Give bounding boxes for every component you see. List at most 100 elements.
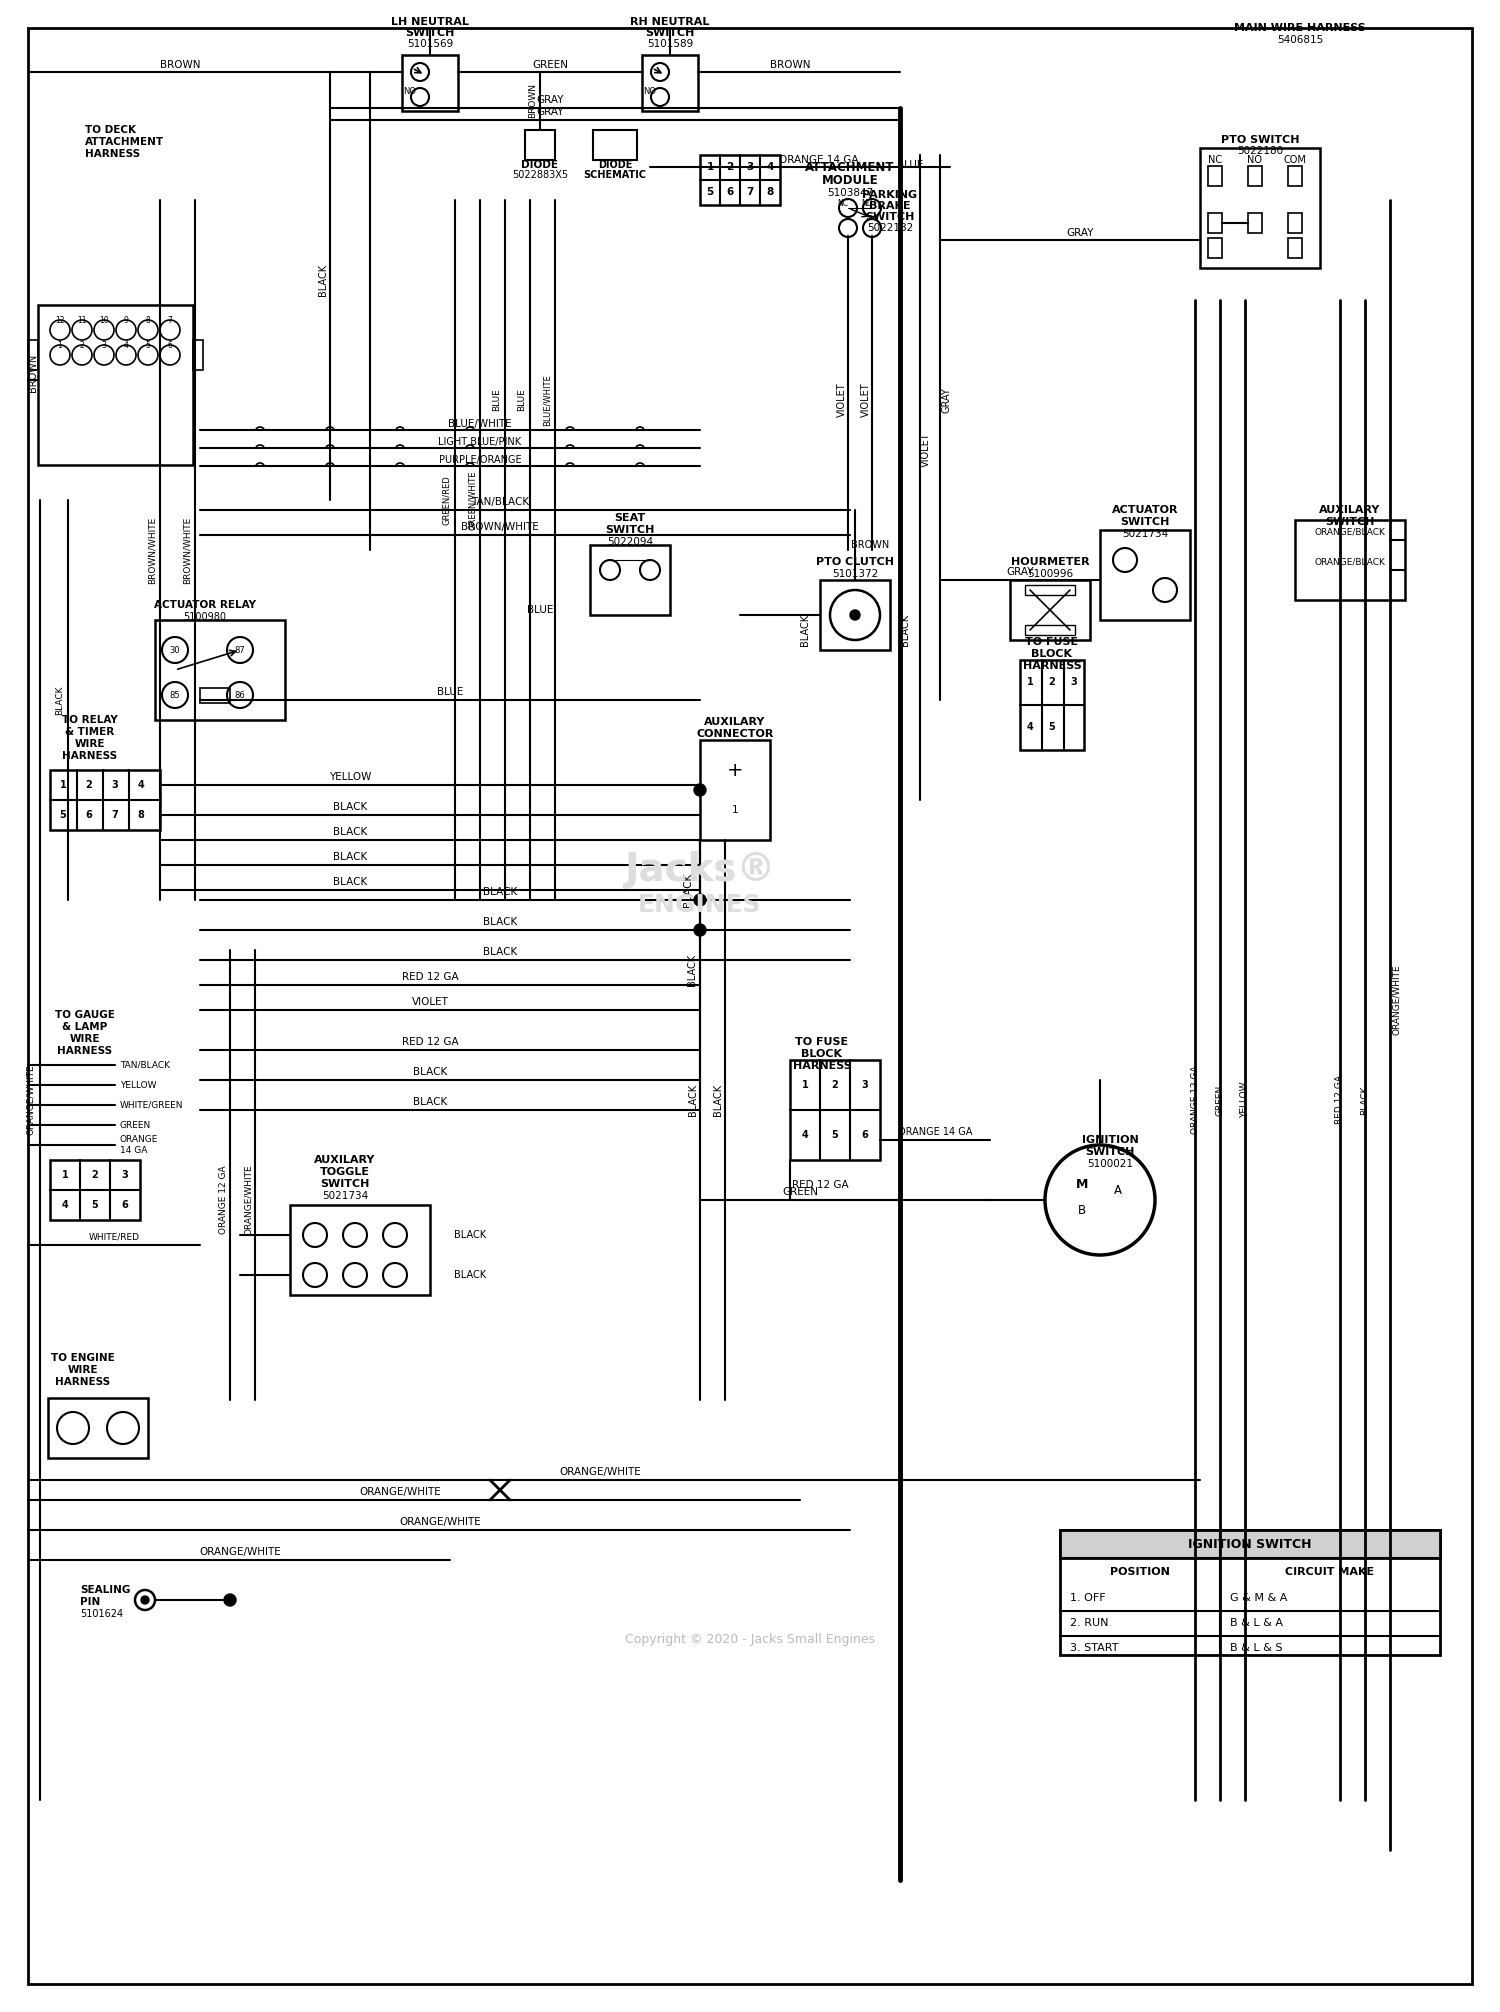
Text: 7: 7	[747, 187, 753, 197]
Text: BLUE: BLUE	[897, 161, 922, 169]
Text: ORANGE 14 GA.: ORANGE 14 GA.	[778, 155, 861, 165]
Circle shape	[138, 344, 158, 364]
Text: 6: 6	[122, 1199, 129, 1209]
Text: ORANGE/WHITE: ORANGE/WHITE	[243, 1165, 252, 1235]
Bar	[1208, 213, 1222, 233]
Text: BROWN/WHITE: BROWN/WHITE	[460, 521, 538, 531]
Circle shape	[382, 1223, 406, 1247]
Text: 2: 2	[86, 781, 93, 791]
Text: HARNESS: HARNESS	[56, 1376, 111, 1386]
Text: BLACK: BLACK	[454, 1229, 486, 1239]
Text: BLACK: BLACK	[687, 954, 698, 986]
Circle shape	[162, 682, 188, 708]
Text: YELLOW: YELLOW	[1240, 1082, 1250, 1119]
Text: G & M & A: G & M & A	[1230, 1594, 1287, 1604]
Text: BLACK: BLACK	[333, 827, 368, 837]
Text: TO RELAY: TO RELAY	[62, 714, 118, 724]
Text: BLACK: BLACK	[56, 686, 64, 714]
Text: 5022180: 5022180	[1238, 147, 1282, 157]
Text: ORANGE/WHITE: ORANGE/WHITE	[399, 1517, 482, 1527]
Bar	[590, 545, 670, 616]
Bar	[48, 1398, 148, 1459]
Text: 8: 8	[146, 316, 150, 324]
Text: 5101372: 5101372	[833, 569, 878, 579]
Text: BROWN/WHITE: BROWN/WHITE	[183, 517, 192, 583]
Circle shape	[1046, 1145, 1155, 1255]
Text: ORANGE/WHITE: ORANGE/WHITE	[358, 1487, 441, 1497]
Text: 3: 3	[111, 781, 118, 791]
Circle shape	[411, 62, 429, 80]
Text: BLUE: BLUE	[436, 686, 463, 696]
Circle shape	[50, 344, 70, 364]
Text: AUXILARY: AUXILARY	[1320, 505, 1380, 515]
Text: IGNITION: IGNITION	[1082, 1135, 1138, 1145]
Text: HOURMETER: HOURMETER	[1011, 557, 1089, 567]
Text: COM: COM	[1284, 155, 1306, 165]
Text: 4: 4	[123, 340, 129, 350]
Text: GREEN: GREEN	[782, 1187, 818, 1197]
Text: 4: 4	[138, 781, 144, 791]
Circle shape	[226, 638, 254, 664]
Circle shape	[138, 320, 158, 340]
Text: SEALING: SEALING	[80, 1585, 130, 1596]
Circle shape	[600, 559, 619, 579]
Text: NC: NC	[837, 199, 849, 207]
Text: ORANGE
14 GA: ORANGE 14 GA	[120, 1135, 159, 1155]
Text: BLOCK: BLOCK	[1032, 650, 1072, 660]
Circle shape	[116, 344, 136, 364]
Text: 4: 4	[801, 1131, 808, 1141]
Circle shape	[694, 924, 706, 936]
Text: SWITCH: SWITCH	[606, 525, 654, 535]
Circle shape	[160, 320, 180, 340]
Text: BROWN: BROWN	[28, 354, 38, 392]
Circle shape	[106, 1412, 140, 1445]
Text: BLUE: BLUE	[518, 388, 526, 410]
Text: IGNITION SWITCH: IGNITION SWITCH	[1188, 1537, 1311, 1551]
Text: 4: 4	[766, 163, 774, 171]
Text: 2: 2	[1048, 676, 1056, 686]
Text: LH NEUTRAL: LH NEUTRAL	[392, 16, 470, 26]
Circle shape	[303, 1223, 327, 1247]
Text: 5022182: 5022182	[867, 223, 913, 233]
Bar	[402, 54, 457, 111]
Circle shape	[72, 320, 92, 340]
Circle shape	[411, 89, 429, 107]
Bar	[28, 340, 38, 370]
Text: 12: 12	[56, 316, 64, 324]
Text: ND: ND	[861, 199, 873, 207]
Text: BLACK: BLACK	[483, 917, 518, 928]
Bar	[1248, 213, 1262, 233]
Text: 5100980: 5100980	[183, 612, 226, 622]
Text: 3: 3	[1071, 676, 1077, 686]
Text: 86: 86	[234, 690, 246, 700]
Text: BLACK: BLACK	[900, 614, 910, 646]
Text: & LAMP: & LAMP	[63, 1022, 108, 1032]
Circle shape	[141, 1596, 148, 1604]
Text: SCHEMATIC: SCHEMATIC	[584, 169, 646, 179]
Circle shape	[862, 199, 880, 217]
Text: SWITCH: SWITCH	[321, 1179, 369, 1189]
Text: BROWN: BROWN	[159, 60, 201, 70]
Text: 2: 2	[92, 1171, 99, 1179]
Text: 5: 5	[1048, 722, 1056, 732]
Text: 1: 1	[62, 1171, 69, 1179]
Text: NO: NO	[644, 87, 657, 95]
Text: BROWN: BROWN	[850, 539, 889, 549]
Text: Copyright © 2020 - Jacks Small Engines: Copyright © 2020 - Jacks Small Engines	[626, 1634, 874, 1646]
Text: BLACK: BLACK	[318, 264, 328, 296]
Circle shape	[344, 1264, 368, 1288]
Text: ACTUATOR: ACTUATOR	[1112, 505, 1179, 515]
Text: PARKING: PARKING	[862, 189, 918, 199]
Text: 2: 2	[726, 163, 734, 171]
Text: RED 12 GA: RED 12 GA	[792, 1179, 849, 1189]
Circle shape	[862, 219, 880, 237]
Text: ATTACHMENT: ATTACHMENT	[86, 137, 164, 147]
Text: TAN/BLACK: TAN/BLACK	[120, 1060, 170, 1070]
Text: TO DECK: TO DECK	[86, 125, 136, 135]
Bar	[290, 1205, 430, 1296]
Text: PTO SWITCH: PTO SWITCH	[1221, 135, 1299, 145]
Text: SWITCH: SWITCH	[1326, 517, 1374, 527]
Text: HARNESS: HARNESS	[63, 750, 117, 761]
Circle shape	[382, 1264, 406, 1288]
Text: SEAT: SEAT	[615, 513, 645, 523]
